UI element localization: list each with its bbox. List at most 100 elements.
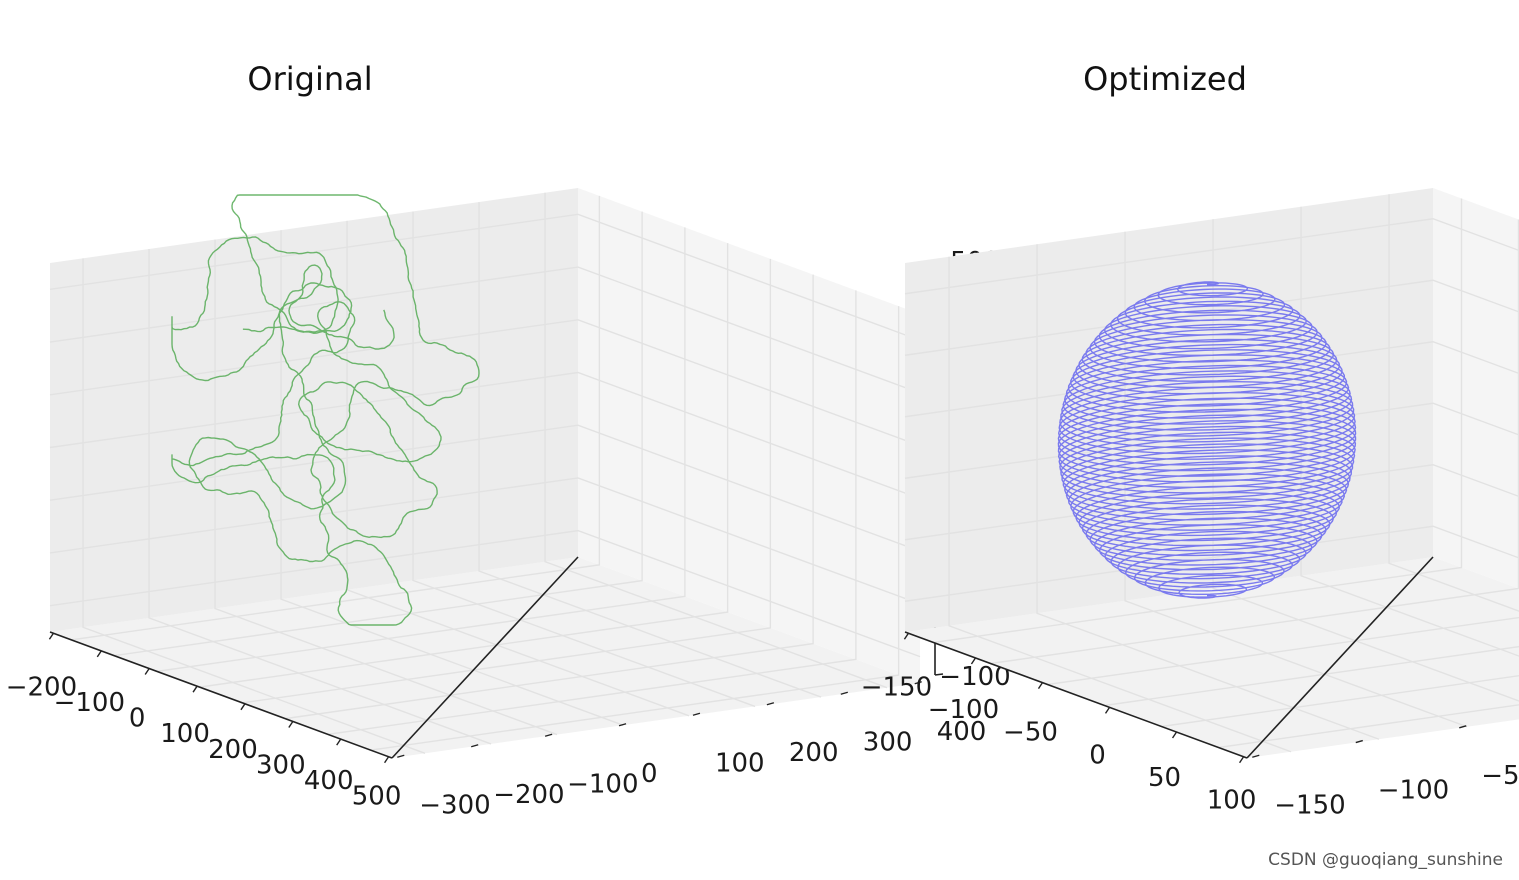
subplot-title: Optimized — [1083, 60, 1247, 98]
x-tick — [48, 632, 55, 640]
x-tick — [192, 685, 198, 693]
grid-z — [904, 525, 1519, 602]
x-tick-label: 100 — [1207, 786, 1257, 816]
trajectory-line — [171, 194, 480, 626]
y-tick-label: 400 — [937, 717, 987, 747]
grid-x — [1161, 675, 1519, 728]
y-tick-label: −150 — [1274, 790, 1345, 820]
grid-y — [1124, 231, 1468, 728]
y-tick-label: −200 — [493, 780, 564, 810]
x-tick — [1238, 756, 1245, 764]
subplot-optimized: −150−100−50050100−150−100−50050100−100−5… — [861, 60, 1519, 820]
grid-y — [948, 256, 1292, 753]
y-tick — [1252, 754, 1260, 758]
grid-y — [214, 239, 558, 736]
x-axis — [904, 631, 1248, 759]
y-axis — [1246, 556, 1434, 759]
grid-z — [49, 319, 921, 447]
data-curve — [171, 194, 480, 626]
x-tick — [383, 756, 390, 764]
x-tick-label: 0 — [129, 704, 146, 734]
y-tick — [471, 744, 479, 748]
x-tick-label: 50 — [1148, 763, 1181, 793]
grid-x — [242, 258, 772, 704]
grid-z — [904, 218, 1519, 295]
grid-y — [544, 192, 888, 689]
grid-x — [199, 243, 729, 688]
y-tick-label: −300 — [419, 790, 490, 820]
y-tick — [1355, 739, 1363, 744]
grid-x — [370, 306, 900, 751]
x-tick-label: 100 — [160, 719, 210, 749]
grid-y — [148, 248, 492, 745]
x-tick-label: −50 — [1003, 718, 1058, 748]
grid-x — [327, 290, 857, 736]
grid-x — [71, 195, 601, 641]
y-tick-label: −100 — [567, 769, 638, 799]
y-tick-label: 200 — [789, 738, 839, 768]
grid-z — [49, 477, 921, 605]
grid-y — [82, 258, 426, 754]
grid-z — [49, 266, 921, 394]
y-tick — [840, 691, 848, 695]
y-tick — [766, 702, 775, 706]
grid-z — [49, 213, 921, 342]
sphere-spiral-line — [1057, 281, 1357, 599]
grid-z — [49, 424, 921, 552]
grid-z — [904, 464, 1519, 541]
subplot-title: Original — [247, 60, 372, 98]
y-tick — [397, 754, 405, 758]
x-tick-label: 200 — [208, 735, 258, 765]
x-tick — [970, 657, 977, 665]
grid-z — [49, 529, 921, 658]
y-tick-label: −50 — [1481, 761, 1519, 791]
x-tick-label: 500 — [352, 782, 402, 812]
x-tick — [144, 668, 150, 675]
grid-z — [49, 371, 921, 500]
grid-z — [904, 279, 1519, 356]
y-tick-label: 0 — [641, 759, 658, 789]
watermark: CSDN @guoqiang_sunshine — [1268, 850, 1503, 870]
x-tick-label: −200 — [6, 672, 77, 702]
y-tick-label: 300 — [863, 727, 913, 757]
x-tick-label: 400 — [304, 766, 354, 796]
grid-x — [285, 274, 814, 720]
y-axis — [391, 556, 579, 759]
x-tick-label: 300 — [256, 750, 306, 780]
y-tick — [692, 712, 701, 716]
y-tick — [914, 681, 922, 685]
y-tick-label: 100 — [715, 748, 765, 778]
x-tick-label: −100 — [54, 688, 125, 718]
x-axis — [49, 631, 393, 759]
x-tick-label: −150 — [861, 672, 932, 702]
x-tick — [288, 721, 294, 728]
grid-y — [1036, 244, 1380, 740]
grid-x — [1104, 645, 1519, 707]
y-tick-label: −100 — [1378, 776, 1449, 806]
axes — [904, 556, 1434, 759]
z-tick — [934, 673, 944, 676]
x-tick — [240, 703, 246, 711]
y-tick — [1459, 725, 1467, 729]
x-tick-label: 0 — [1089, 740, 1106, 770]
x-tick — [336, 738, 342, 746]
grid-y — [280, 230, 624, 726]
grid-x — [1047, 616, 1519, 686]
grid-y — [412, 211, 756, 708]
x-tick — [903, 632, 910, 640]
x-tick — [1104, 706, 1111, 714]
grid-y — [478, 202, 822, 698]
y-tick — [618, 723, 627, 727]
grid-x — [1218, 704, 1519, 749]
grid-x — [933, 198, 1463, 644]
y-tick — [544, 733, 553, 737]
floor-pane — [905, 557, 1519, 758]
x-tick-label: −100 — [928, 695, 999, 725]
grid-y — [1388, 194, 1519, 612]
grid-x — [114, 211, 643, 657]
grid-x — [156, 227, 686, 673]
x-tick — [1171, 731, 1178, 739]
x-tick — [1037, 682, 1044, 690]
